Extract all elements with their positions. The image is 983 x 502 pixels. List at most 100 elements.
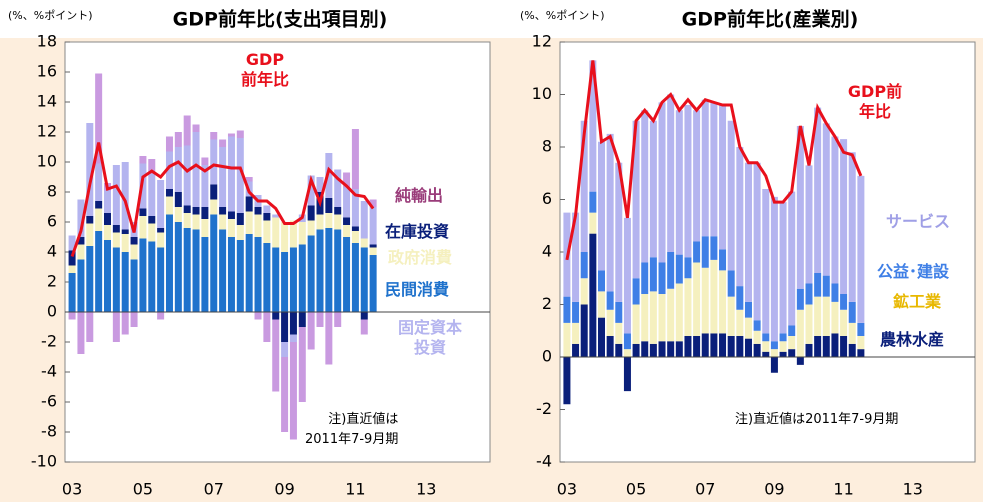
bar-segment	[174, 222, 182, 312]
bar-segment	[675, 110, 683, 255]
bar-segment	[281, 342, 289, 357]
bar-segment	[165, 189, 173, 197]
bar-segment	[649, 291, 657, 344]
bar-segment	[174, 132, 182, 147]
bar-segment	[68, 273, 76, 312]
bar-segment	[130, 259, 138, 312]
bar-segment	[580, 120, 588, 252]
bar-segment	[139, 156, 147, 164]
bar-segment	[157, 247, 165, 312]
bar-segment	[589, 233, 597, 357]
bar-segment	[263, 312, 271, 342]
bar-segment	[641, 294, 649, 342]
bar-segment	[245, 177, 253, 182]
bar-segment	[201, 219, 209, 237]
bar-segment	[148, 241, 156, 312]
bar-segment	[598, 317, 605, 357]
bar-segment	[112, 225, 120, 233]
bar-segment	[219, 229, 227, 312]
bar-segment	[227, 219, 235, 237]
bar-segment	[192, 229, 200, 312]
y-unit: (%、%ポイント)	[520, 9, 605, 22]
bar-segment	[589, 212, 597, 234]
bar-segment	[623, 349, 631, 357]
bar-segment	[658, 262, 666, 294]
x-tick-label: 13	[903, 480, 923, 499]
bar-segment	[822, 296, 830, 336]
bar-segment	[334, 169, 342, 207]
bar-segment	[822, 123, 830, 276]
bar-segment	[615, 322, 623, 344]
bar-segment	[736, 336, 744, 357]
bar-segment	[121, 229, 129, 234]
bar-segment	[615, 162, 623, 302]
bar-segment	[684, 278, 692, 336]
bar-segment	[744, 338, 752, 357]
bar-segment	[289, 342, 297, 440]
x-tick-label: 09	[274, 480, 294, 499]
bar-segment	[272, 214, 280, 218]
bar-segment	[762, 351, 770, 357]
bar-segment	[848, 343, 856, 357]
bar-segment	[272, 247, 280, 312]
bar-segment	[174, 207, 182, 222]
x-tick-label: 05	[626, 480, 646, 499]
bar-segment	[289, 312, 297, 335]
bar-segment	[130, 237, 138, 245]
bar-segment	[727, 296, 735, 336]
bar-segment	[148, 216, 156, 224]
bar-segment	[753, 162, 761, 321]
bar-segment	[263, 243, 271, 312]
bar-segment	[289, 247, 297, 312]
bar-segment	[219, 139, 227, 147]
legend-label: 在庫投資	[385, 222, 450, 241]
bar-segment	[192, 207, 200, 215]
bar-segment	[805, 283, 813, 305]
bar-segment	[183, 213, 191, 228]
y-tick-label: -4	[41, 362, 57, 381]
bar-segment	[615, 343, 623, 357]
bar-segment	[325, 213, 333, 228]
legend-label: 公益･建設	[877, 262, 950, 281]
bar-segment	[157, 228, 165, 233]
bar-segment	[831, 283, 839, 302]
bar-segment	[104, 213, 111, 225]
y-tick-label: 0	[542, 347, 552, 366]
bar-segment	[334, 229, 342, 312]
bar-segment	[736, 286, 744, 310]
bar-segment	[307, 175, 315, 206]
bar-segment	[86, 223, 94, 246]
bar-segment	[857, 175, 865, 323]
bar-segment	[174, 147, 182, 192]
bar-segment	[86, 123, 94, 216]
bar-segment	[236, 130, 244, 138]
bar-segment	[770, 349, 778, 357]
bar-segment	[848, 301, 856, 323]
bar-segment	[316, 214, 324, 230]
bar-segment	[210, 139, 218, 185]
bar-segment	[157, 180, 165, 228]
bar-segment	[112, 232, 120, 248]
bar-segment	[753, 320, 761, 331]
bar-segment	[369, 255, 377, 312]
bar-segment	[307, 205, 315, 221]
bar-segment	[744, 317, 752, 339]
bar-segment	[298, 222, 306, 245]
bar-segment	[210, 184, 218, 200]
bar-segment	[245, 196, 253, 212]
bar-segment	[779, 351, 787, 357]
bar-segment	[805, 304, 813, 344]
bar-segment	[736, 309, 744, 336]
legend-label: 農林水産	[880, 330, 945, 349]
bar-segment	[762, 341, 770, 352]
bar-segment	[710, 259, 718, 334]
bar-segment	[658, 102, 666, 263]
bar-segment	[298, 312, 306, 327]
bar-segment	[148, 174, 156, 216]
bar-segment	[814, 273, 822, 297]
bar-segment	[227, 237, 235, 312]
bar-segment	[606, 309, 614, 336]
bar-segment	[307, 235, 315, 312]
bar-segment	[281, 222, 289, 252]
